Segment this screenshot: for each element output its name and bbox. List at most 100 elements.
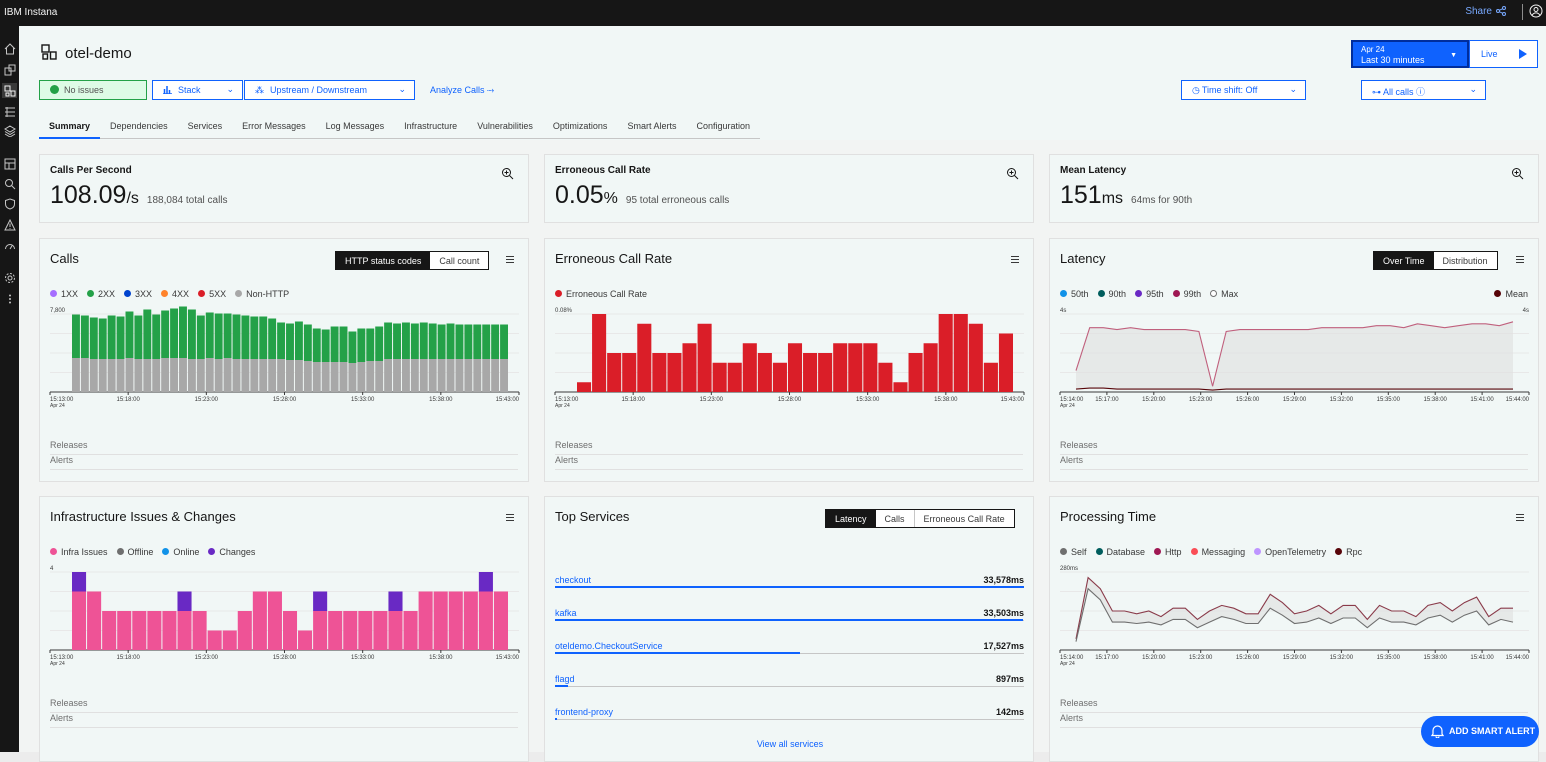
analytics-icon[interactable]	[2, 176, 17, 191]
bar-2xx	[89, 317, 98, 359]
legend-item[interactable]: Messaging	[1190, 547, 1245, 557]
legend-item[interactable]: Changes	[208, 547, 255, 557]
tab-vulnerabilities[interactable]: Vulnerabilities	[477, 121, 533, 131]
home-icon[interactable]	[2, 41, 17, 56]
legend-item[interactable]: Database	[1095, 547, 1145, 557]
chevron-down-icon: ⌄	[226, 84, 234, 94]
user-icon[interactable]	[1529, 4, 1543, 21]
tab-log-messages[interactable]: Log Messages	[325, 121, 385, 131]
service-row[interactable]: oteldemo.CheckoutService 17,527ms	[555, 641, 1024, 674]
legend-item[interactable]: Rpc	[1335, 547, 1362, 557]
legend-item[interactable]: Non-HTTP	[235, 289, 289, 299]
legend-item[interactable]: 90th	[1097, 289, 1126, 299]
infrastructure-icon[interactable]	[2, 123, 17, 138]
service-row[interactable]: flagd 897ms	[555, 674, 1024, 707]
calls-chart[interactable]: 7,800 15:13:00 15:18:00 15:23:00 15:28:00 15:…	[40, 239, 530, 439]
more-icon[interactable]	[2, 291, 17, 306]
applications-icon[interactable]	[2, 83, 17, 98]
dashboards-icon[interactable]	[2, 156, 17, 171]
websites-icon[interactable]	[2, 62, 17, 77]
view-all-services-link[interactable]: View all services	[756, 739, 824, 749]
tab-error-messages[interactable]: Error Messages	[242, 121, 306, 131]
tab-configuration[interactable]: Configuration	[696, 121, 750, 131]
legend-item-mean[interactable]: Mean	[1494, 289, 1528, 299]
service-name[interactable]: oteldemo.CheckoutService	[555, 641, 663, 651]
legend-item[interactable]: Erroneous Call Rate	[555, 289, 647, 299]
menu-icon[interactable]	[1516, 514, 1524, 523]
legend-item[interactable]: 95th	[1135, 289, 1164, 299]
status-badge[interactable]: No issues	[39, 80, 147, 100]
legend-item[interactable]: 3XX	[124, 289, 152, 299]
x-tick-label: 15:13:00	[555, 397, 579, 403]
legend-dot	[1060, 548, 1067, 555]
info-icon: ⓘ	[1416, 87, 1426, 97]
share-button[interactable]: Share	[1465, 6, 1506, 17]
tab-infrastructure[interactable]: Infrastructure	[404, 121, 458, 131]
legend-item[interactable]: Self	[1060, 547, 1087, 557]
shield-icon[interactable]	[2, 196, 17, 211]
erroneous-rate-toggle[interactable]: Erroneous Call Rate	[923, 514, 1005, 524]
settings-icon[interactable]	[2, 270, 17, 285]
legend-item[interactable]: Http	[1154, 547, 1182, 557]
legend-item[interactable]: 5XX	[198, 289, 226, 299]
processing-time-chart[interactable]: 280ms 15:14:00 15:17:00 15:20:00 15:23:00 15:…	[1050, 497, 1540, 697]
service-row[interactable]: checkout 33,578ms	[555, 575, 1024, 608]
tab-summary[interactable]: Summary	[39, 115, 101, 139]
bar-infra-issues	[433, 591, 448, 650]
legend-item[interactable]: Online	[162, 547, 199, 557]
bar-2xx	[143, 309, 152, 359]
distribution-toggle[interactable]: Distribution	[1442, 256, 1488, 266]
menu-icon[interactable]	[506, 256, 514, 265]
legend-item[interactable]: OpenTelemetry	[1254, 547, 1326, 557]
all-calls-dropdown[interactable]: ⊶ All calls ⓘ ⌄	[1361, 80, 1486, 100]
live-button[interactable]: Live	[1469, 40, 1538, 68]
stack-dropdown[interactable]: Stack ⌄	[152, 80, 243, 100]
erroneous-chart[interactable]: 0.08% 15:13:00 15:18:00 15:23:00 15:28:00 15:…	[545, 239, 1035, 439]
zoom-in-icon[interactable]	[1511, 167, 1524, 185]
time-shift-dropdown[interactable]: ◷ Time shift: Off ⌄	[1181, 80, 1306, 100]
caret-down-icon: ▼	[1450, 52, 1457, 59]
legend-item[interactable]: 1XX	[50, 289, 78, 299]
legend-item[interactable]: 4XX	[161, 289, 189, 299]
service-name[interactable]: checkout	[555, 575, 592, 585]
time-range-picker[interactable]: Apr 24 Last 30 minutes ▼	[1351, 40, 1469, 68]
legend-item[interactable]: 50th	[1060, 289, 1089, 299]
warning-icon[interactable]	[2, 217, 17, 232]
legend-item[interactable]: Offline	[116, 547, 153, 557]
legend-item[interactable]: Max	[1210, 289, 1238, 299]
brand-logo[interactable]: IBM Instana	[4, 7, 58, 18]
menu-icon[interactable]	[506, 514, 514, 523]
add-smart-alert-button[interactable]: ADD SMART ALERT	[1421, 716, 1539, 747]
legend-item[interactable]: 99th	[1172, 289, 1201, 299]
service-name[interactable]: flagd	[555, 674, 575, 684]
upstream-downstream-dropdown[interactable]: ⁂ Upstream / Downstream ⌄	[244, 80, 415, 100]
x-date-label: Apr 24	[50, 403, 65, 409]
menu-icon[interactable]	[1011, 256, 1019, 265]
zoom-in-icon[interactable]	[501, 167, 514, 185]
bar-erroneous-rate	[607, 353, 622, 392]
service-row[interactable]: kafka 33,503ms	[555, 608, 1024, 641]
legend-item[interactable]: 2XX	[87, 289, 115, 299]
service-name[interactable]: kafka	[555, 608, 577, 618]
tab-smart-alerts[interactable]: Smart Alerts	[627, 121, 677, 131]
call-count-toggle[interactable]: Call count	[439, 256, 480, 266]
latency-chart[interactable]: 4s 4s 15:14:00 15:17:00 15:20:00 15:23:00 15:2…	[1050, 239, 1540, 439]
service-row[interactable]: frontend-proxy 142ms	[555, 707, 1024, 740]
tab-optimizations[interactable]: Optimizations	[552, 121, 608, 131]
calls-toggle[interactable]: Calls	[876, 510, 915, 527]
legend-item[interactable]: Infra Issues	[50, 547, 108, 557]
kpi-value: 108.09/s 188,084 total calls	[50, 181, 228, 210]
latency-toggle[interactable]: Latency	[826, 510, 876, 527]
gauge-icon[interactable]	[2, 238, 17, 253]
services-icon[interactable]	[2, 104, 17, 119]
service-name[interactable]: frontend-proxy	[555, 707, 614, 717]
over-time-toggle[interactable]: Over Time	[1374, 252, 1434, 269]
kpi-unit: %	[603, 190, 618, 207]
infra-chart[interactable]: 4 15:13:00 15:18:00 15:23:00 15:28:00 15:33:0…	[40, 497, 530, 697]
menu-icon[interactable]	[1516, 256, 1524, 265]
tab-services[interactable]: Services	[187, 121, 223, 131]
http-status-codes-toggle[interactable]: HTTP status codes	[336, 252, 431, 269]
analyze-calls-link[interactable]: Analyze Calls ⤑	[430, 85, 494, 96]
zoom-in-icon[interactable]	[1006, 167, 1019, 185]
tab-dependencies[interactable]: Dependencies	[110, 121, 168, 131]
